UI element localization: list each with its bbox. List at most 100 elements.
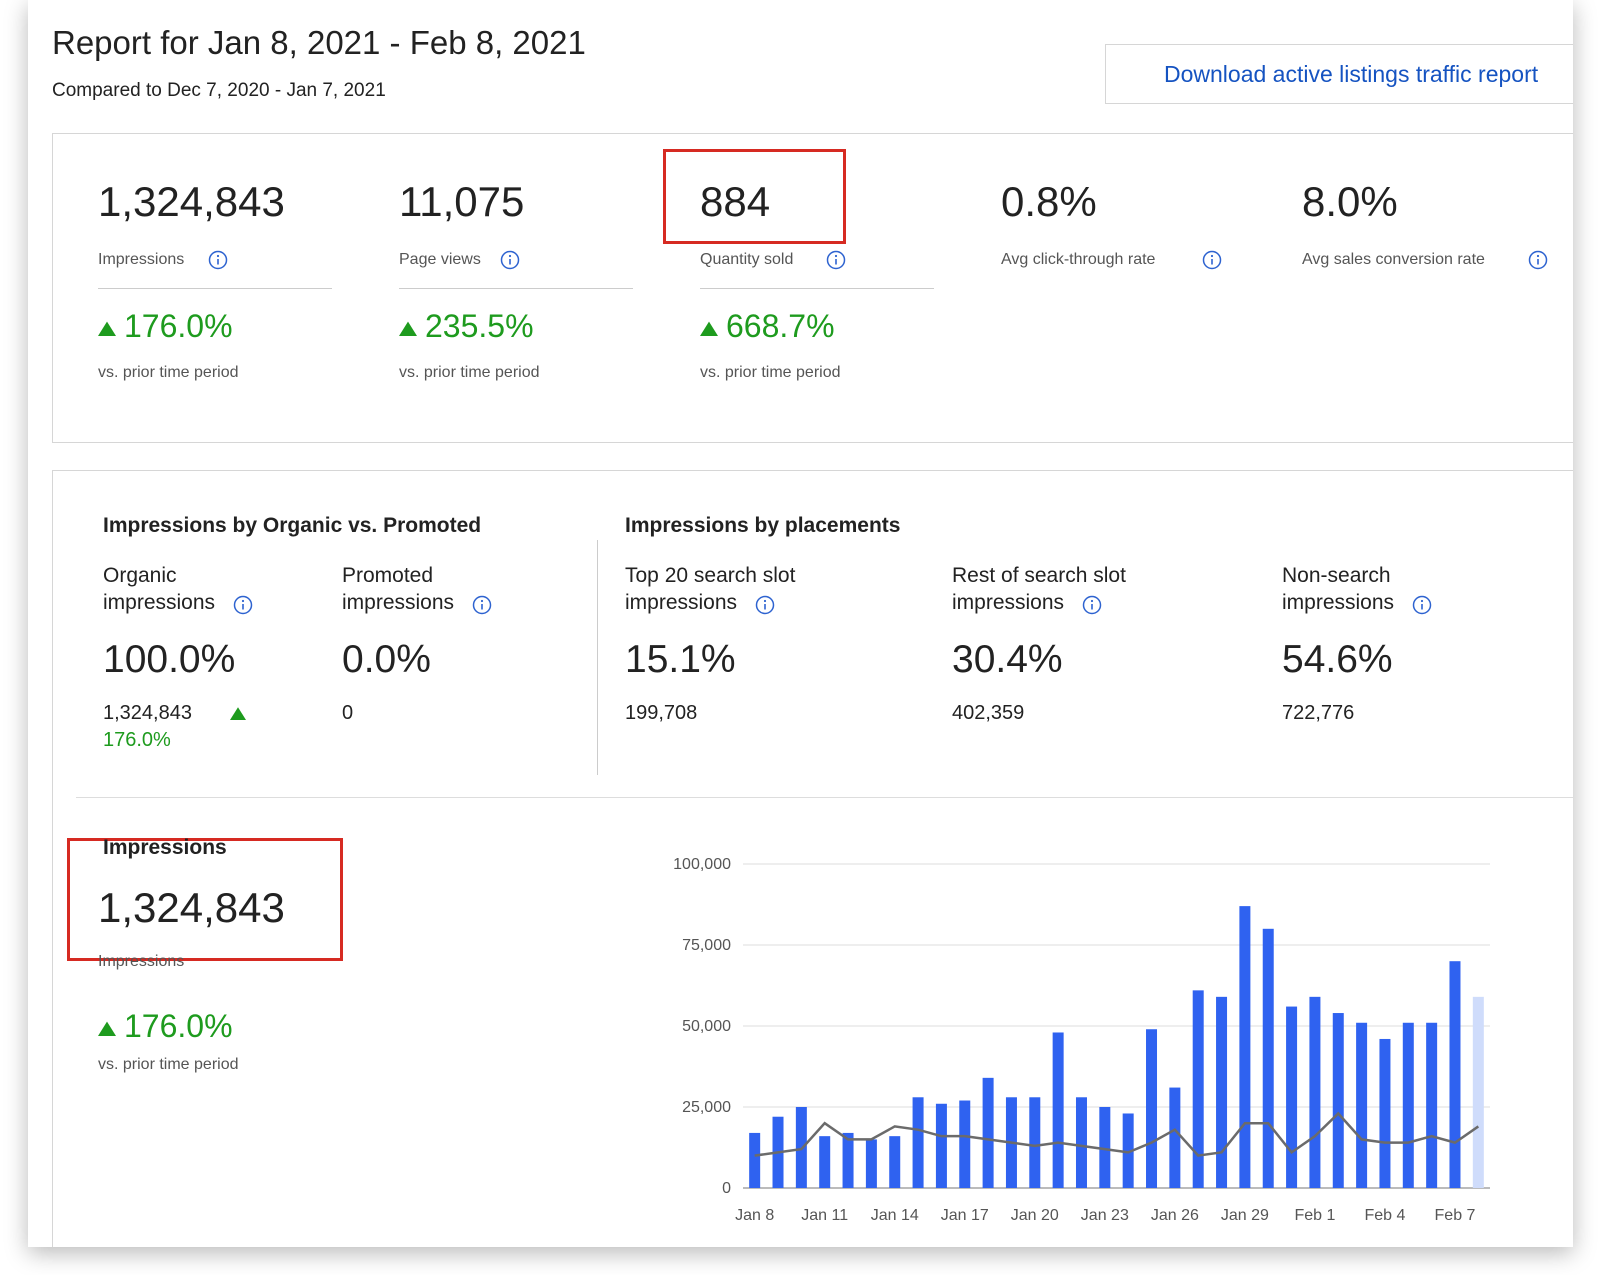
bar <box>1449 961 1461 1188</box>
info-icon[interactable] <box>1082 595 1102 620</box>
report-window: Report for Jan 8, 2021 - Feb 8, 2021 Com… <box>28 0 1573 1247</box>
kpi-label: Impressions <box>98 251 185 268</box>
metric-count: 0 <box>342 702 354 724</box>
up-arrow <box>98 1018 116 1041</box>
kpi-note: vs. prior time period <box>98 364 239 381</box>
metric-percent: 100.0% <box>103 638 236 681</box>
up-arrow <box>98 318 116 341</box>
panel-change: 176.0% <box>124 1008 233 1044</box>
metric-label: Promoted <box>342 564 434 587</box>
y-tick-label: 100,000 <box>673 856 731 873</box>
bar <box>749 1132 761 1188</box>
y-tick-label: 75,000 <box>682 937 731 954</box>
section-rule <box>76 797 1573 798</box>
bar <box>889 1136 901 1188</box>
info-icon[interactable] <box>1202 250 1222 275</box>
metric-count: 1,324,843 <box>103 702 192 724</box>
bar <box>842 1132 854 1188</box>
kpi-note: vs. prior time period <box>700 364 841 381</box>
bar <box>1239 906 1251 1188</box>
metric-count: 199,708 <box>625 702 698 724</box>
info-icon[interactable] <box>755 595 775 620</box>
kpi-value: 8.0% <box>1302 178 1398 225</box>
kpi-value: 0.8% <box>1001 178 1097 225</box>
kpi-value: 884 <box>700 178 771 225</box>
panel-note: vs. prior time period <box>98 1056 239 1073</box>
kpi-divider <box>98 288 332 289</box>
metric-percent: 0.0% <box>342 638 431 681</box>
bar <box>959 1100 971 1188</box>
bar <box>1169 1087 1181 1188</box>
metric-percent: 54.6% <box>1282 638 1393 681</box>
bar <box>1426 1022 1438 1188</box>
download-button[interactable]: Download active listings traffic report <box>1105 44 1573 104</box>
y-tick-label: 0 <box>722 1180 731 1197</box>
bar <box>1052 1032 1064 1188</box>
info-icon[interactable] <box>472 595 492 620</box>
bar <box>1332 1013 1344 1188</box>
impressions-chart: 0 25,000 50,000 75,000 100,000 Jan 8 Jan 11 Jan… <box>673 856 1490 1224</box>
info-icon[interactable] <box>826 250 846 275</box>
bar <box>1379 1038 1391 1188</box>
info-icon[interactable] <box>208 250 228 275</box>
x-tick-label: Feb 1 <box>1294 1207 1335 1224</box>
x-tick-label: Jan 20 <box>1011 1207 1059 1224</box>
kpi-note: vs. prior time period <box>399 364 540 381</box>
x-tick-label: Jan 14 <box>871 1207 919 1224</box>
bar <box>1309 996 1321 1188</box>
kpi-value: 11,075 <box>399 178 525 225</box>
metric-label: Top 20 search slot <box>625 564 796 587</box>
kpi-label: Quantity sold <box>700 251 794 268</box>
metric-label: impressions <box>103 591 216 614</box>
download-link[interactable]: Download active listings traffic report <box>1164 61 1539 87</box>
metric-count: 722,776 <box>1282 702 1355 724</box>
bar <box>1286 1006 1298 1188</box>
metric-label: impressions <box>1282 591 1395 614</box>
section-divider <box>597 540 598 775</box>
metric-percent: 15.1% <box>625 638 736 681</box>
kpi-value: 1,324,843 <box>98 178 285 225</box>
bar <box>1216 996 1228 1188</box>
y-tick-label: 25,000 <box>682 1099 731 1116</box>
kpi-label: Avg click-through rate <box>1001 251 1156 268</box>
x-tick-label: Feb 7 <box>1435 1207 1476 1224</box>
metric-label: impressions <box>342 591 455 614</box>
panel-title: Impressions <box>103 836 227 859</box>
metric-count: 402,359 <box>952 702 1025 724</box>
bar <box>1262 928 1274 1188</box>
up-arrow <box>399 318 417 341</box>
x-tick-label: Jan 29 <box>1221 1207 1269 1224</box>
metric-label: impressions <box>625 591 738 614</box>
info-icon[interactable] <box>1412 595 1432 620</box>
highlight-box <box>663 149 846 244</box>
panel-value: 1,324,843 <box>98 884 285 931</box>
metric-change: 176.0% <box>103 729 171 751</box>
panel-label: Impressions <box>98 953 185 970</box>
up-arrow <box>230 704 246 725</box>
info-icon[interactable] <box>1528 250 1548 275</box>
bar <box>1192 990 1204 1188</box>
bar <box>935 1103 947 1188</box>
kpi-change: 668.7% <box>726 308 835 344</box>
bar <box>1356 1022 1368 1188</box>
metric-percent: 30.4% <box>952 638 1063 681</box>
section-title: Impressions by Organic vs. Promoted <box>103 514 482 537</box>
metric-label: Non-search <box>1282 564 1391 587</box>
info-icon[interactable] <box>500 250 520 275</box>
y-tick-label: 50,000 <box>682 1018 731 1035</box>
kpi-change: 176.0% <box>124 308 233 344</box>
kpi-label: Avg sales conversion rate <box>1302 251 1485 268</box>
bar <box>982 1077 994 1188</box>
metric-label: Rest of search slot <box>952 564 1126 587</box>
info-icon[interactable] <box>233 595 253 620</box>
metric-label: Organic <box>103 564 177 587</box>
up-arrow <box>700 318 718 341</box>
bar <box>1402 1022 1414 1188</box>
bar <box>912 1097 924 1188</box>
report-subtitle: Compared to Dec 7, 2020 - Jan 7, 2021 <box>52 80 386 101</box>
bar <box>1146 1029 1158 1188</box>
bar <box>1122 1113 1134 1188</box>
highlight-box <box>67 838 343 961</box>
x-tick-label: Feb 4 <box>1364 1207 1405 1224</box>
